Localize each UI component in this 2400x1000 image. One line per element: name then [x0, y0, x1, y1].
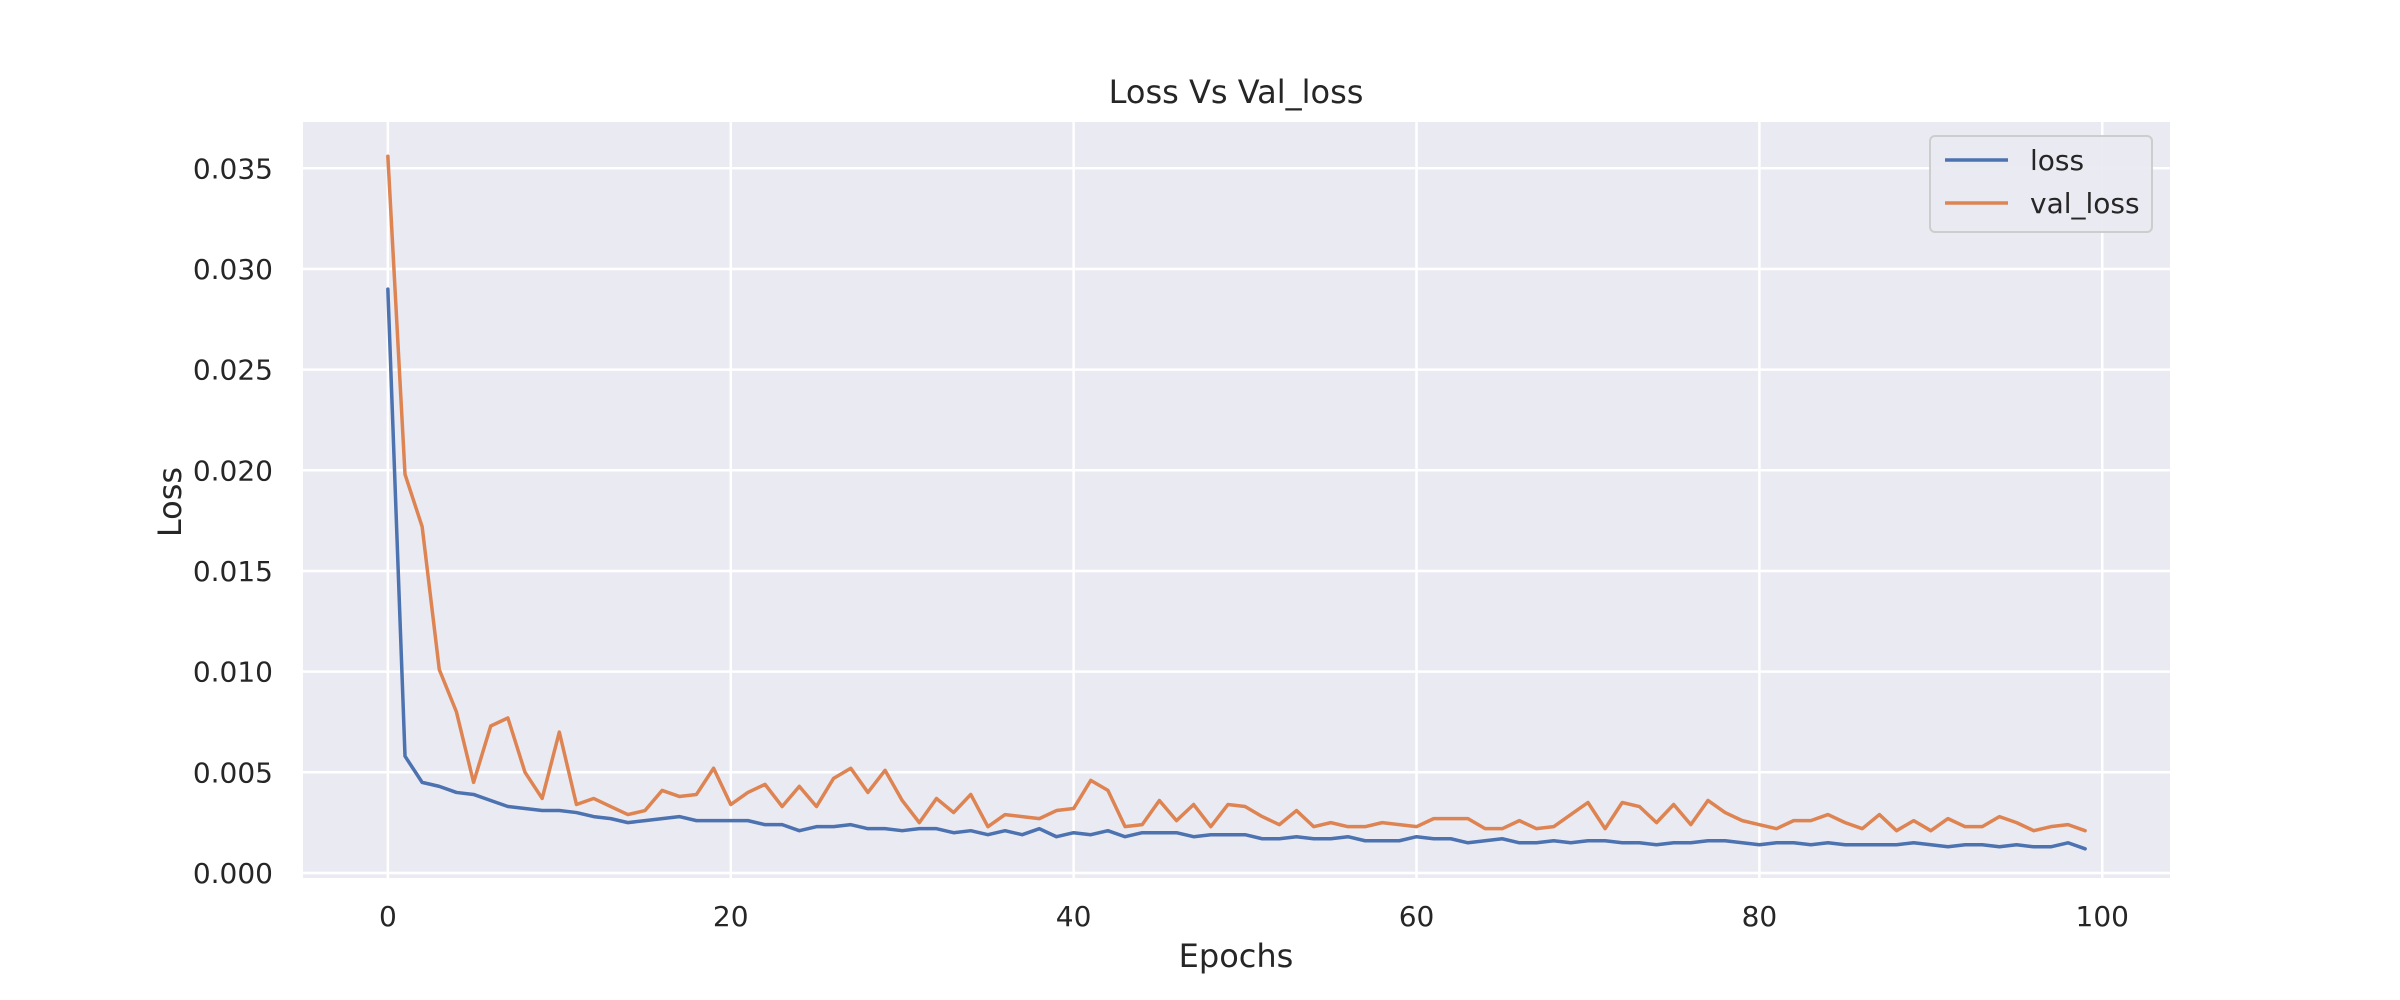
x-tick-label: 80	[1742, 900, 1778, 933]
series-layer	[386, 154, 2087, 851]
y-tick-label: 0.035	[193, 152, 273, 185]
horizontal-gridlines	[303, 167, 2170, 875]
chart-title: Loss Vs Val_loss	[1109, 73, 1364, 111]
series-line-loss	[386, 287, 2087, 851]
y-tick-label: 0.010	[193, 656, 273, 689]
vertical-gridlines	[386, 122, 2104, 878]
x-tick-label: 0	[379, 900, 397, 933]
x-tick-label: 100	[2076, 900, 2129, 933]
y-tick-label: 0.005	[193, 756, 273, 789]
y-tick-label: 0.020	[193, 454, 273, 487]
y-tick-label: 0.030	[193, 253, 273, 286]
plot-background	[303, 122, 2170, 878]
y-tick-labels: 0.000 0.005 0.010 0.015 0.020 0.025 0.030 0.035	[193, 152, 273, 890]
x-tick-label: 40	[1056, 900, 1092, 933]
legend: loss val_loss	[1929, 135, 2153, 233]
legend-label-val-loss: val_loss	[2030, 187, 2140, 220]
y-tick-label: 0.015	[193, 555, 273, 588]
x-tick-label: 60	[1399, 900, 1435, 933]
y-tick-label: 0.000	[193, 857, 273, 890]
x-tick-labels: 0 20 40 60 80 100	[379, 900, 2129, 933]
legend-label-loss: loss	[2030, 144, 2084, 177]
series-line-val-loss	[386, 154, 2087, 833]
x-tick-label: 20	[713, 900, 749, 933]
y-tick-label: 0.025	[193, 354, 273, 387]
x-axis-label: Epochs	[1179, 937, 1294, 975]
y-axis-label: Loss	[151, 467, 189, 537]
